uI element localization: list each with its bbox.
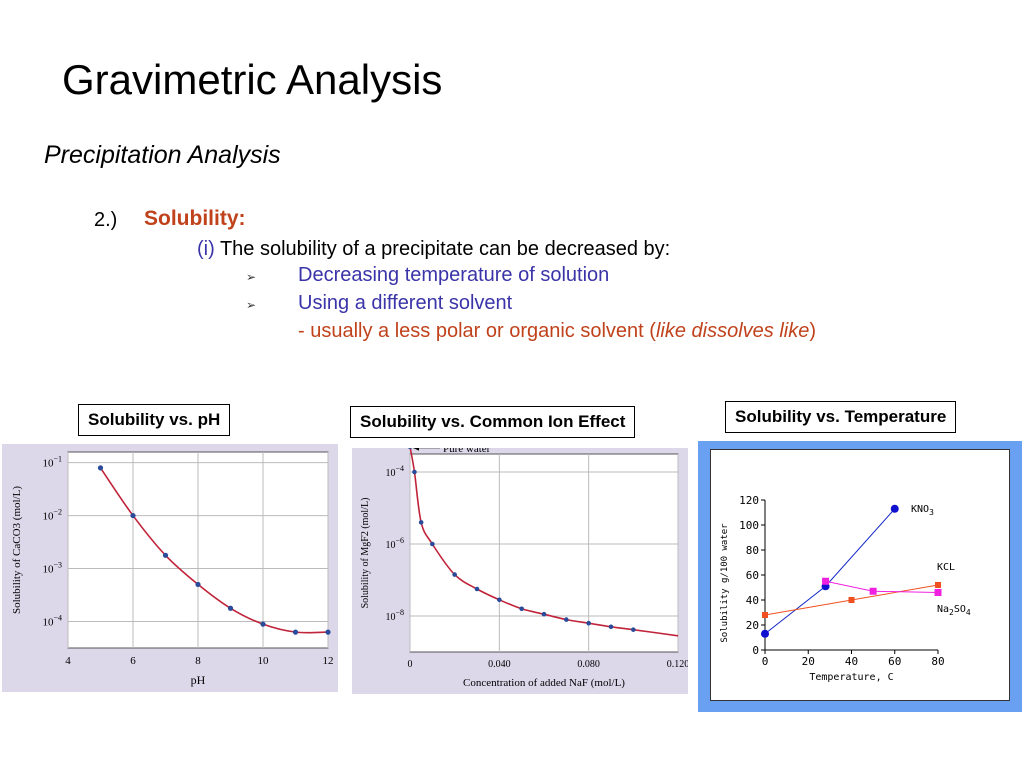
data-point — [162, 552, 169, 558]
data-point — [292, 629, 299, 635]
y-tick-label: 20 — [746, 619, 759, 632]
bullet-arrow-icon: ➢ — [246, 298, 257, 312]
chart2-panel: 0 0.040 0.080 0.120 10−4 10−6 10−8 Concentratio… — [352, 443, 689, 694]
data-point — [586, 620, 591, 626]
series-label: Na2SO4 — [937, 604, 971, 617]
data-point — [97, 465, 104, 471]
x-tick-label: 4 — [65, 655, 71, 667]
x-tick-label: 10 — [258, 655, 270, 667]
x-tick-label: 20 — [802, 655, 815, 668]
data-point — [631, 627, 636, 632]
y-tick-label: 10−1 — [42, 455, 62, 470]
x-tick-label: 0 — [408, 659, 413, 670]
x-tick-label: 8 — [195, 655, 201, 667]
x-tick-label: 0.080 — [577, 659, 600, 670]
x-tick-label: 0.120 — [667, 659, 688, 670]
data-point — [412, 469, 417, 475]
y-tick-label: 0 — [752, 644, 759, 657]
y-tick-label: 10−8 — [385, 608, 404, 623]
chart1-label: Solubility vs. pH — [78, 404, 231, 436]
data-point — [474, 586, 480, 592]
series-point — [762, 612, 768, 618]
y-tick-label: 10−4 — [42, 614, 62, 629]
x-axis-label: pH — [191, 673, 206, 687]
data-point — [541, 611, 547, 617]
common-ion-chart: 0 0.040 0.080 0.120 10−4 10−6 10−8 Concentratio… — [360, 443, 689, 689]
chart3-label: Solubility vs. Temperature — [725, 401, 957, 433]
data-curve — [99, 467, 329, 634]
series-label: KNO3 — [911, 504, 934, 517]
y-tick-label: 40 — [746, 594, 759, 607]
series-point — [822, 577, 830, 585]
item-heading: Solubility: — [144, 207, 246, 230]
annotation-arrowhead — [413, 444, 419, 451]
data-point — [418, 520, 424, 525]
sub-bullet-italic: like dissolves like — [655, 320, 810, 342]
data-point — [452, 572, 457, 577]
sub-bullet-prefix: - usually a less polar or organic solven… — [298, 320, 656, 342]
data-point — [608, 624, 614, 630]
y-axis-label: Solubility of CaCO3 (mol/L) — [11, 486, 23, 614]
y-axis-label: Solubility g/100 water — [720, 523, 730, 643]
series-point — [935, 582, 941, 588]
chart2-label: Solubility vs. Common Ion Effect — [350, 406, 636, 438]
y-axis-label: Solubility of MgF2 (mol/L) — [360, 498, 371, 609]
y-tick-label: 10−6 — [385, 536, 404, 551]
data-point — [195, 581, 201, 588]
y-tick-label: 10−3 — [42, 561, 62, 576]
series-point — [869, 587, 877, 595]
data-point — [407, 444, 413, 450]
y-tick-label: 100 — [739, 519, 759, 532]
bullet-arrow-icon: ➢ — [246, 270, 257, 284]
item-number: 2.) — [94, 209, 118, 231]
plot-area — [409, 453, 679, 653]
data-point — [130, 512, 136, 519]
slide-subtitle: Precipitation Analysis — [44, 141, 281, 169]
sub-bullet: - usually a less polar or organic solven… — [298, 318, 816, 344]
x-tick-label: 12 — [323, 655, 334, 667]
x-axis-label: Temperature, C — [809, 672, 893, 683]
slide-title: Gravimetric Analysis — [62, 56, 443, 103]
chart1-panel: 4 6 8 10 12 10−1 10−2 10−3 10−4 pH Solubility of C… — [2, 444, 338, 692]
x-tick-label: 80 — [931, 655, 944, 668]
solubility-ph-chart: 4 6 8 10 12 10−1 10−2 10−3 10−4 pH Solubility of C… — [11, 451, 334, 687]
annotation-label: Pure water — [443, 448, 491, 455]
y-tick-label: 10−2 — [42, 508, 62, 523]
point-text: The solubility of a precipitate can be d… — [219, 238, 671, 260]
x-tick-label: 6 — [130, 655, 136, 667]
chart3-panel: 0 20 40 60 80 100 120 0 20 40 60 80 Temperature, C So… — [710, 449, 1010, 701]
x-tick-label: 0.040 — [488, 659, 511, 670]
x-tick-label: 60 — [888, 655, 901, 668]
temperature-chart: 0 20 40 60 80 100 120 0 20 40 60 80 Temperature, C So… — [720, 494, 971, 683]
y-tick-label: 120 — [739, 494, 759, 507]
data-point — [325, 629, 331, 635]
bullet-2: Using a different solvent — [298, 292, 513, 314]
y-tick-label: 10−4 — [385, 464, 404, 479]
x-tick-label: 40 — [845, 655, 858, 668]
series-point — [934, 589, 942, 596]
series-point — [761, 629, 769, 638]
y-tick-label: 80 — [746, 544, 759, 557]
data-point — [519, 606, 524, 612]
series-label: KCL — [937, 562, 955, 573]
data-point — [497, 597, 502, 603]
data-point — [430, 541, 435, 547]
data-point — [227, 605, 234, 611]
x-axis-label: Concentration of added NaF (mol/L) — [463, 677, 625, 689]
data-point — [564, 617, 569, 622]
point-marker: (i) — [197, 238, 215, 260]
series-line — [764, 508, 896, 635]
data-point — [260, 621, 266, 627]
series-line — [825, 580, 939, 593]
y-tick-label: 60 — [746, 569, 759, 582]
point-line: (i) The solubility of a precipitate can … — [197, 236, 670, 262]
bullet-1: Decreasing temperature of solution — [298, 264, 610, 286]
x-tick-label: 0 — [762, 655, 769, 668]
series-point — [890, 504, 899, 513]
sub-bullet-suffix: ) — [809, 320, 817, 342]
series-point — [848, 597, 855, 603]
